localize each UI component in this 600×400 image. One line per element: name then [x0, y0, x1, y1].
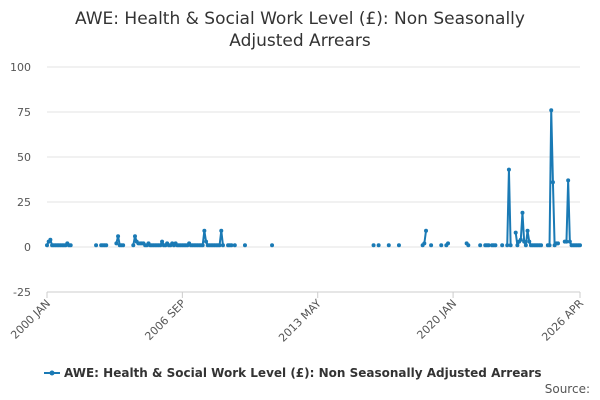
data-point: [478, 243, 483, 248]
data-point: [550, 180, 555, 185]
data-point: [104, 243, 109, 248]
x-tick-label: 2000 JAN: [8, 297, 53, 342]
data-point: [232, 243, 237, 248]
data-point: [556, 241, 561, 246]
data-point: [48, 237, 53, 242]
data-point: [567, 239, 572, 244]
data-point: [520, 210, 525, 215]
data-point: [376, 243, 381, 248]
data-point: [466, 243, 471, 248]
data-point: [160, 239, 165, 244]
chart-title: AWE: Health & Social Work Level (£): Non…: [75, 9, 525, 51]
x-tick-label: 2020 JAN: [414, 297, 459, 342]
x-tick-label: 2006 SEP: [142, 297, 188, 343]
data-point: [439, 243, 444, 248]
legend-label: AWE: Health & Social Work Level (£): Non…: [64, 366, 542, 380]
data-point: [549, 108, 554, 113]
data-point: [270, 243, 275, 248]
data-point: [45, 243, 49, 248]
y-tick-label: 100: [10, 61, 31, 74]
y-tick-label: 50: [17, 151, 31, 164]
data-point: [525, 228, 530, 233]
data-point: [523, 243, 528, 248]
data-point: [547, 243, 552, 248]
data-point: [131, 243, 136, 248]
data-point: [242, 243, 247, 248]
source-label: Source:: [545, 382, 590, 396]
data-point: [566, 178, 571, 183]
data-point: [522, 239, 527, 244]
data-point: [422, 241, 427, 246]
data-point: [508, 243, 513, 248]
data-point: [424, 228, 429, 233]
data-point: [200, 243, 205, 248]
data-point: [219, 228, 224, 233]
data-point: [220, 243, 225, 248]
data-point: [116, 234, 121, 239]
data-point: [114, 241, 119, 246]
data-point: [493, 243, 498, 248]
data-point: [513, 230, 518, 235]
data-point: [527, 239, 532, 244]
data-point: [371, 243, 376, 248]
data-point: [217, 243, 222, 248]
data-point: [202, 228, 207, 233]
data-point: [68, 243, 73, 248]
series-line: [46, 109, 580, 247]
legend-marker: [49, 370, 55, 376]
data-point: [578, 243, 582, 248]
x-tick-label: 2026 APR: [539, 297, 586, 344]
y-tick-label: 0: [24, 241, 31, 254]
x-tick-label: 2013 MAY: [276, 297, 324, 345]
data-point: [506, 167, 511, 172]
data-point: [94, 243, 99, 248]
data-point: [518, 237, 523, 242]
data-point: [564, 239, 569, 244]
y-tick-label: 25: [17, 196, 31, 209]
data-point: [486, 243, 491, 248]
data-point: [204, 239, 209, 244]
data-point: [539, 243, 544, 248]
data-point: [396, 243, 401, 248]
data-point: [121, 243, 126, 248]
y-tick-label: 75: [17, 106, 31, 119]
data-point: [386, 243, 391, 248]
data-point: [229, 243, 234, 248]
data-point: [515, 243, 520, 248]
y-tick-label: -25: [13, 286, 31, 299]
data-point: [429, 243, 434, 248]
data-point: [158, 243, 163, 248]
data-point: [132, 234, 137, 239]
data-point: [446, 241, 451, 246]
data-point: [500, 243, 505, 248]
data-point: [505, 243, 510, 248]
